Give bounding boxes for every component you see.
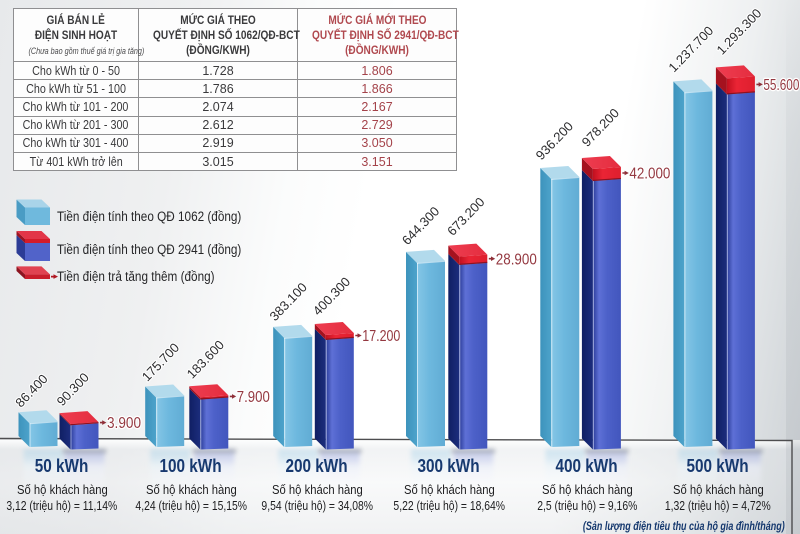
- svg-text:673.200: 673.200: [444, 194, 487, 238]
- svg-text:55.600: 55.600: [763, 77, 799, 94]
- svg-text:42.000: 42.000: [629, 166, 670, 183]
- svg-text:1.237.700: 1.237.700: [665, 23, 716, 75]
- svg-text:7.900: 7.900: [237, 389, 270, 406]
- svg-text:936.200: 936.200: [533, 119, 576, 163]
- svg-text:644.300: 644.300: [399, 204, 442, 248]
- svg-text:86.400: 86.400: [12, 371, 50, 410]
- svg-text:90.300: 90.300: [54, 370, 92, 409]
- svg-text:400.300: 400.300: [310, 274, 353, 318]
- svg-text:28.900: 28.900: [496, 251, 537, 268]
- svg-text:3.900: 3.900: [107, 415, 141, 432]
- svg-text:175.700: 175.700: [139, 340, 182, 384]
- svg-text:183.600: 183.600: [184, 337, 227, 381]
- svg-text:17.200: 17.200: [362, 328, 400, 345]
- svg-text:978.200: 978.200: [579, 105, 622, 149]
- svg-text:1.293.300: 1.293.300: [713, 6, 764, 58]
- svg-text:383.100: 383.100: [266, 280, 309, 324]
